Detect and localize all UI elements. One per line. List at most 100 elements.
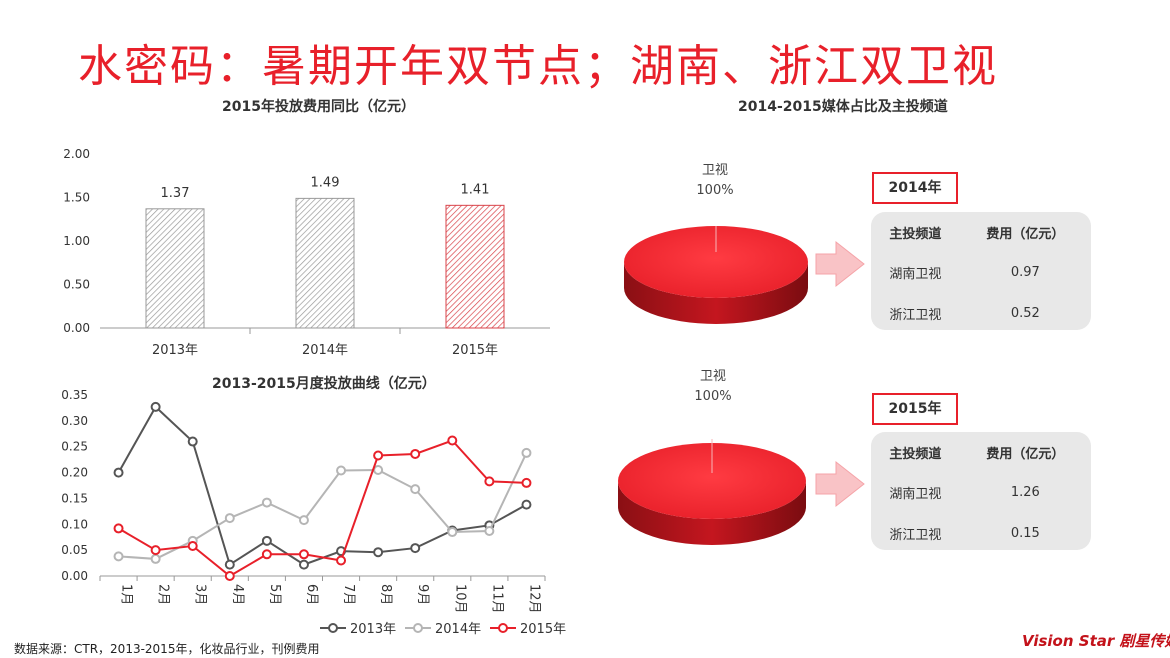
table-header-cost: 费用（亿元） [986, 226, 1065, 242]
table-row: 湖南卫视 0.97 [871, 252, 1091, 293]
table-header-cost: 费用（亿元） [986, 446, 1065, 462]
x-tick-label: 5月 [267, 584, 282, 605]
table-cell: 浙江卫视 [889, 528, 942, 543]
table-header-channel: 主投频道 [889, 446, 942, 462]
table-cell: 0.15 [1010, 526, 1040, 541]
bar [445, 204, 505, 329]
data-point [298, 549, 309, 560]
pie-2014 [624, 226, 808, 324]
data-point [224, 559, 235, 570]
data-point [113, 467, 124, 478]
brand-logo: Vision Star 剧星传媒 [1022, 632, 1170, 650]
y-tick-label: 0.50 [63, 278, 90, 292]
x-tick-label: 11月 [489, 584, 504, 614]
pie-2015-label: 卫视 100% [678, 367, 748, 407]
x-tick-label: 2013年 [152, 343, 198, 358]
y-tick-label: 1.00 [63, 234, 90, 248]
y-tick-label: 0.10 [61, 517, 88, 531]
table-row: 湖南卫视 1.26 [871, 472, 1091, 513]
y-tick-label: 0.05 [61, 543, 88, 557]
data-point [224, 513, 235, 524]
pie-2015 [618, 439, 806, 545]
x-tick-label: 10月 [452, 584, 467, 614]
x-tick-label: 2014年 [302, 343, 348, 358]
source-note: 数据来源：CTR，2013-2015年，化妆品行业，刊例费用 [14, 642, 320, 656]
bar-chart: 0.00 0.50 1.00 1.50 2.00 1.37 2013年 1.49 2014年 1.… [63, 147, 550, 358]
data-point [447, 435, 458, 446]
data-point [224, 571, 235, 581]
table-cell: 1.26 [1010, 485, 1040, 500]
table-row: 浙江卫视 0.15 [871, 513, 1091, 554]
arrow-2014-icon [815, 240, 865, 288]
legend-label: 2013年 [350, 622, 396, 637]
table-cell: 湖南卫视 [889, 267, 942, 282]
line-chart-title: 2013-2015月度投放曲线（亿元） [212, 376, 436, 392]
x-tick-label: 6月 [304, 584, 319, 605]
series-line [117, 405, 527, 567]
data-point [521, 477, 532, 488]
pie-2015-side [618, 481, 806, 545]
year-box-2015: 2015年 [872, 393, 958, 425]
arrow-2015-icon [815, 460, 865, 508]
bar [295, 197, 355, 329]
legend-marker [328, 623, 338, 633]
y-tick-label: 0.00 [61, 569, 88, 583]
data-point [113, 523, 124, 534]
year-box-2014: 2014年 [872, 172, 958, 204]
data-point [261, 535, 272, 546]
y-tick-label: 2.00 [63, 147, 90, 161]
data-point [373, 464, 384, 475]
series-line [118, 439, 527, 578]
line-chart: 0.00 0.05 0.10 0.15 0.20 0.25 0.30 0.35 1月 2月 3月 4月… [61, 388, 566, 637]
data-point [521, 499, 532, 510]
channel-table-2015: 主投频道 费用（亿元） 湖南卫视 1.26 浙江卫视 0.15 [871, 432, 1091, 550]
y-tick-label: 0.15 [61, 491, 88, 505]
x-tick-label: 2月 [156, 584, 171, 605]
y-tick-label: 0.35 [61, 388, 88, 402]
data-point [298, 515, 309, 526]
pie-2014-slice [624, 226, 808, 298]
pie-2015-slice-value: 100% [694, 389, 732, 404]
bar-value-label: 1.37 [161, 186, 190, 201]
x-tick-label: 3月 [193, 584, 208, 605]
legend-marker [498, 623, 508, 633]
data-point [150, 401, 161, 412]
y-tick-label: 0.20 [61, 466, 88, 480]
y-tick-label: 0.00 [63, 321, 90, 335]
pie-2014-slice-name: 卫视 [701, 163, 728, 178]
data-point [150, 553, 161, 564]
y-tick-label: 0.30 [61, 414, 88, 428]
data-point [336, 555, 347, 566]
bar [145, 208, 205, 329]
y-tick-label: 1.50 [63, 191, 90, 205]
table-cell: 0.97 [1010, 265, 1040, 280]
x-tick-label: 4月 [230, 584, 245, 605]
pie-2014-label: 卫视 100% [680, 161, 750, 201]
data-point [187, 436, 198, 447]
data-point [113, 551, 124, 562]
data-point [410, 448, 421, 459]
data-point [298, 559, 309, 570]
x-tick-label: 7月 [341, 584, 356, 605]
x-tick-label: 9月 [415, 584, 430, 605]
bar-value-label: 1.49 [311, 175, 340, 190]
y-tick-label: 0.25 [61, 440, 88, 454]
series-line [118, 452, 528, 560]
pie-2014-slice-value: 100% [696, 183, 734, 198]
data-point [261, 549, 272, 560]
x-tick-label: 2015年 [452, 343, 498, 358]
data-point [373, 450, 384, 461]
bar-chart-title: 2015年投放费用同比（亿元） [222, 99, 415, 115]
legend-label: 2014年 [435, 622, 481, 637]
data-point [261, 497, 272, 508]
pie-2015-slice-name: 卫视 [699, 369, 726, 384]
data-point [447, 527, 458, 538]
data-point [336, 465, 347, 476]
data-point [484, 476, 495, 487]
data-point [187, 541, 198, 552]
table-header-channel: 主投频道 [889, 226, 942, 242]
x-tick-label: 8月 [378, 584, 393, 605]
data-point [410, 484, 421, 495]
data-point [410, 543, 421, 554]
table-cell: 浙江卫视 [889, 308, 942, 323]
